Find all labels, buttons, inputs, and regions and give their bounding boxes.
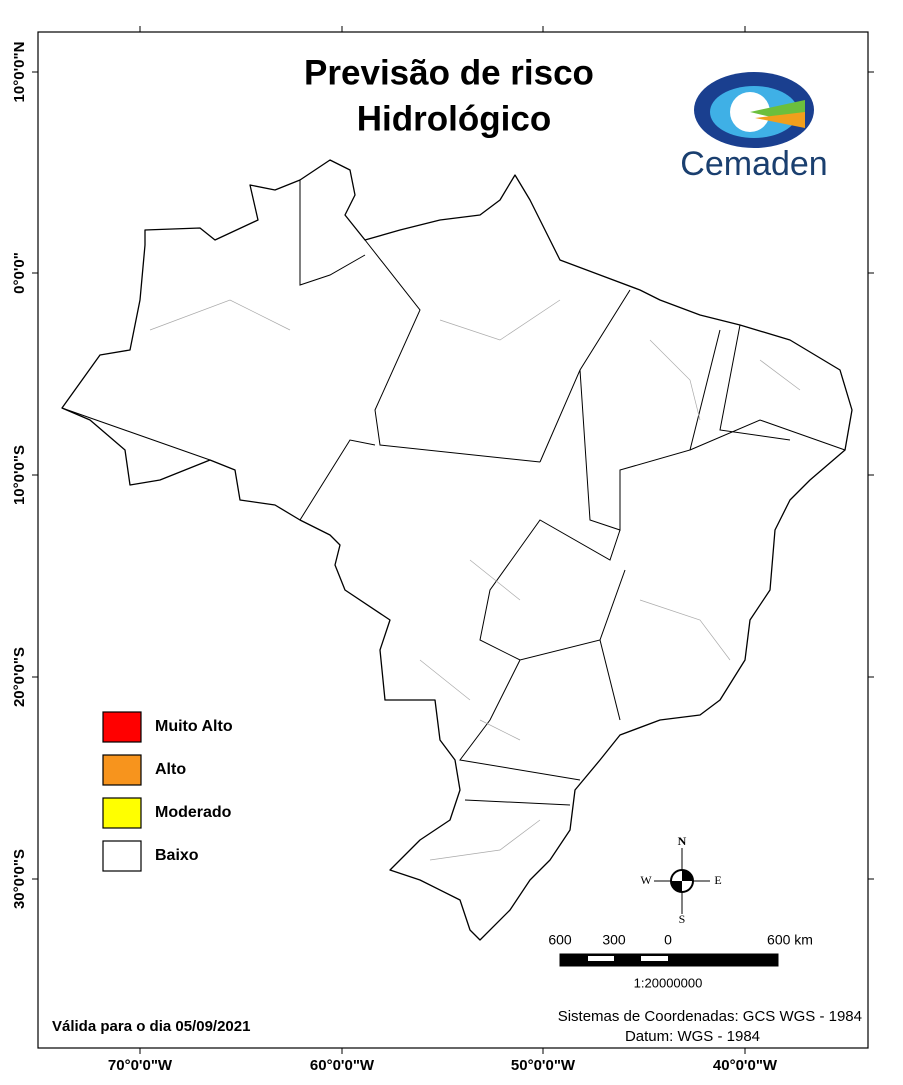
compass-w: W: [640, 873, 652, 887]
legend-label: Muito Alto: [155, 718, 233, 735]
scale-label: 0: [664, 932, 672, 948]
scale-ratio: 1:20000000: [634, 975, 703, 990]
lat-label: 20°0'0"S: [11, 647, 28, 707]
valid-date: Válida para o dia 05/09/2021: [52, 1018, 250, 1035]
logo-icon: [694, 72, 814, 148]
scale-label: 300: [602, 932, 626, 948]
lon-label: 70°0'0"W: [108, 1057, 173, 1074]
legend-label: Baixo: [155, 847, 199, 864]
legend-swatch: [102, 711, 142, 743]
frame-ticks: [32, 26, 874, 1054]
scale-label: 600 km: [767, 932, 813, 948]
legend-swatch: [102, 754, 142, 786]
municipal-borders: [149, 299, 801, 861]
state-borders: [61, 180, 846, 806]
lon-label: 40°0'0"W: [713, 1057, 778, 1074]
scale-bar: [559, 953, 779, 967]
coordinate-system: Sistemas de Coordenadas: GCS WGS - 1984: [558, 1008, 862, 1025]
lat-label: 10°0'0"N: [11, 42, 28, 103]
compass: [654, 848, 710, 914]
legend-label: Alto: [155, 761, 186, 778]
compass-e: E: [714, 873, 721, 887]
title: Hidrológico: [357, 99, 551, 138]
logo-text: Cemaden: [680, 145, 827, 183]
legend-swatch: [102, 797, 142, 829]
lon-label: 60°0'0"W: [310, 1057, 375, 1074]
compass-n: N: [678, 834, 687, 848]
datum: Datum: WGS - 1984: [625, 1028, 760, 1045]
lat-label: 30°0'0"S: [11, 849, 28, 909]
scale-label: 600: [548, 932, 572, 948]
legend-swatch: [102, 840, 142, 872]
compass-s: S: [679, 912, 686, 926]
title: Previsão de risco: [304, 53, 594, 92]
legend-label: Moderado: [155, 804, 232, 821]
lat-label: 10°0'0"S: [11, 445, 28, 505]
lon-label: 50°0'0"W: [511, 1057, 576, 1074]
lat-label: 0°0'0": [11, 252, 28, 294]
brazil-outline: [61, 159, 853, 941]
